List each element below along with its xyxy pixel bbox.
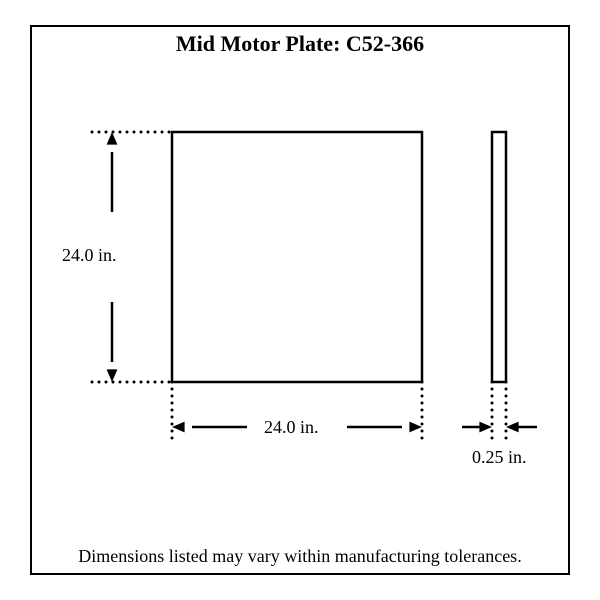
thickness-dimension-label: 0.25 in. xyxy=(472,447,527,468)
drawing-title: Mid Motor Plate: C52-366 xyxy=(32,31,568,57)
height-dimension-label: 24.0 in. xyxy=(62,245,117,266)
width-dimension-label: 24.0 in. xyxy=(264,417,319,438)
tolerance-note: Dimensions listed may vary within manufa… xyxy=(32,546,568,567)
engineering-drawing xyxy=(32,27,572,577)
drawing-frame: Mid Motor Plate: C52-366 24.0 in. 24.0 i… xyxy=(30,25,570,575)
